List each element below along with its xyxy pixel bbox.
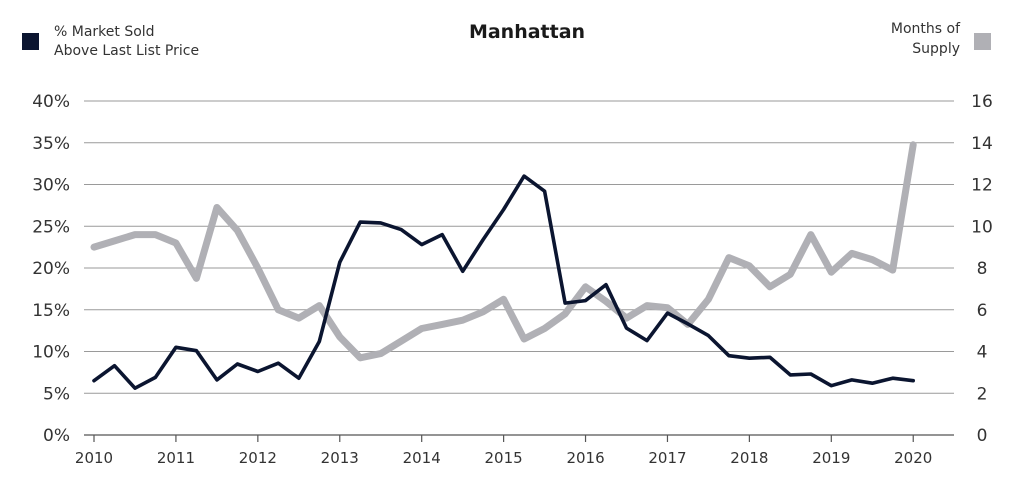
right-tick-label: 2: [977, 384, 988, 404]
x-tick-label: 2015: [485, 449, 523, 467]
right-tick-label: 10: [971, 217, 993, 237]
left-tick-label: 5%: [43, 384, 70, 404]
right-axis-ticks: 16 14 12 10 8 6 4 2 0: [971, 92, 993, 446]
right-tick-label: 8: [977, 259, 988, 279]
x-tick-label: 2016: [566, 449, 604, 467]
left-tick-label: 15%: [32, 301, 70, 321]
gridlines: [84, 100, 954, 436]
left-legend-label-line1: % Market Sold: [54, 24, 155, 40]
right-tick-label: 12: [971, 176, 993, 196]
right-tick-label: 4: [977, 343, 988, 363]
right-legend-swatch: [974, 33, 991, 50]
right-tick-label: 16: [971, 92, 993, 112]
right-legend-label-line1: Months of: [891, 21, 961, 37]
left-tick-label: 0%: [43, 426, 70, 446]
left-tick-label: 10%: [32, 343, 70, 363]
right-tick-label: 14: [971, 134, 993, 154]
x-tick-label: 2013: [321, 449, 359, 467]
left-legend-swatch: [22, 33, 39, 50]
left-axis-ticks: 40% 35% 30% 25% 20% 15% 10% 5% 0%: [32, 92, 70, 446]
left-tick-label: 35%: [32, 134, 70, 154]
x-tick-label: 2014: [403, 449, 441, 467]
market-sold-above-list-line: [92, 174, 915, 390]
left-tick-label: 40%: [32, 92, 70, 112]
x-tick-label: 2012: [239, 449, 277, 467]
months-of-supply-line: [90, 141, 917, 362]
x-axis-ticks: 2010 2011 2012 2013 2014 2015 2016 2017 2018 2019…: [75, 435, 932, 467]
left-tick-label: 25%: [32, 217, 70, 237]
left-tick-label: 30%: [32, 176, 70, 196]
right-tick-label: 0: [977, 426, 988, 446]
x-tick-label: 2011: [157, 449, 195, 467]
right-tick-label: 6: [977, 301, 988, 321]
x-tick-label: 2018: [730, 449, 768, 467]
series-lines: [90, 141, 917, 390]
x-tick-label: 2010: [75, 449, 113, 467]
right-legend-label-line2: Supply: [912, 41, 960, 57]
left-legend-label-line2: Above Last List Price: [54, 43, 199, 59]
x-tick-label: 2020: [894, 449, 932, 467]
left-tick-label: 20%: [32, 259, 70, 279]
chart-title: Manhattan: [469, 21, 585, 43]
x-tick-label: 2017: [648, 449, 686, 467]
x-tick-label: 2019: [812, 449, 850, 467]
